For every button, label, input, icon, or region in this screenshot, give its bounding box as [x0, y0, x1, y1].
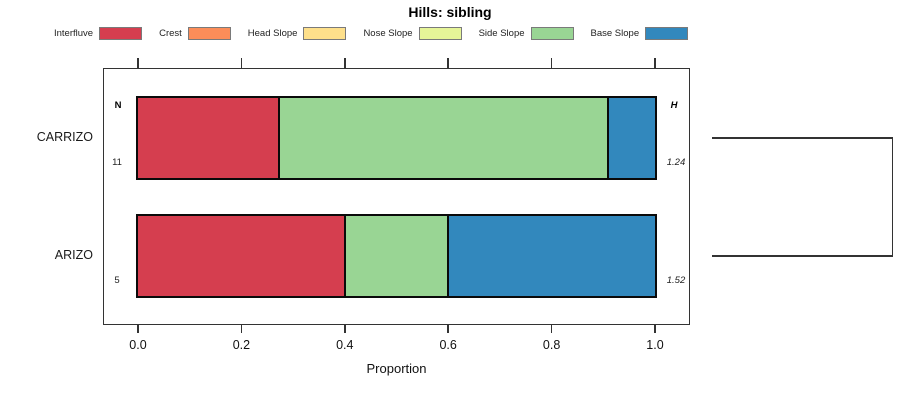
- x-tick-label: 0.8: [542, 338, 561, 352]
- bar-segment-side-slope: [279, 98, 608, 178]
- x-tick-label: 0.0: [129, 338, 147, 352]
- legend-item-side-slope: Side Slope: [478, 26, 574, 40]
- dendrogram-branch-bottom: [712, 255, 893, 257]
- legend-swatch: [530, 26, 574, 40]
- legend-label: Side Slope: [478, 27, 525, 39]
- x-axis-bottom-tick: [550, 325, 553, 333]
- legend-swatch: [187, 26, 231, 40]
- legend-label: Base Slope: [590, 27, 640, 39]
- legend-item-nose-slope: Nose Slope: [363, 26, 462, 40]
- legend-item-head-slope: Head Slope: [247, 26, 347, 40]
- dendrogram-join: [891, 137, 893, 257]
- x-axis-top-tick: [447, 58, 449, 68]
- legend-swatch: [99, 26, 143, 40]
- x-axis-top-tick: [137, 58, 139, 68]
- legend-swatch: [303, 26, 347, 40]
- x-axis-bottom-tick: [447, 325, 449, 333]
- bar-carrizo: [136, 96, 657, 180]
- x-tick-label: 0.4: [336, 338, 354, 352]
- segment-divider: [344, 216, 346, 296]
- h-column-header: H: [670, 100, 678, 111]
- legend-label: Nose Slope: [363, 27, 413, 39]
- legend: Interfluve Crest Head Slope Nose Slope Side …: [54, 25, 705, 41]
- x-tick-label: 0.6: [439, 338, 457, 352]
- legend-label: Head Slope: [247, 27, 298, 39]
- y-axis-category-label: CARRIZO: [36, 130, 93, 144]
- plot-box: [103, 68, 690, 325]
- bar-segment-side-slope: [345, 216, 448, 296]
- x-axis-top-tick: [240, 58, 243, 68]
- n-column-header: N: [114, 100, 122, 111]
- bar-segment-interfluve: [138, 98, 279, 178]
- x-axis-bottom-tick: [654, 325, 656, 333]
- x-axis-top-tick: [654, 58, 656, 68]
- n-value: 11: [112, 157, 122, 168]
- segment-divider: [607, 98, 609, 178]
- bar-segment-interfluve: [138, 216, 345, 296]
- segment-divider: [447, 216, 449, 296]
- x-tick-label: 1.0: [646, 338, 664, 352]
- y-axis-category-label: ARIZO: [54, 248, 93, 262]
- chart-title: Hills: sibling: [408, 4, 492, 20]
- legend-label: Crest: [159, 27, 182, 39]
- legend-swatch: [645, 26, 689, 40]
- x-axis-top-tick: [550, 58, 553, 68]
- n-value: 5: [114, 275, 120, 286]
- dendrogram-branch-top: [712, 137, 893, 139]
- legend-label: Interfluve: [54, 27, 94, 39]
- x-axis-bottom-tick: [344, 325, 346, 333]
- bar-segment-base-slope: [448, 216, 655, 296]
- x-axis-label: Proportion: [366, 361, 427, 376]
- legend-item-interfluve: Interfluve: [54, 26, 143, 40]
- h-value: 1.24: [666, 157, 686, 168]
- legend-swatch: [418, 26, 462, 40]
- x-axis-top-tick: [344, 58, 346, 68]
- segment-divider: [278, 98, 280, 178]
- x-axis-bottom-tick: [137, 325, 139, 333]
- legend-item-base-slope: Base Slope: [590, 26, 689, 40]
- x-tick-label: 0.2: [232, 338, 251, 352]
- bar-segment-base-slope: [608, 98, 655, 178]
- bar-arizo: [136, 214, 657, 298]
- legend-item-crest: Crest: [159, 26, 231, 40]
- h-value: 1.52: [666, 275, 686, 286]
- x-axis-bottom-tick: [240, 325, 243, 333]
